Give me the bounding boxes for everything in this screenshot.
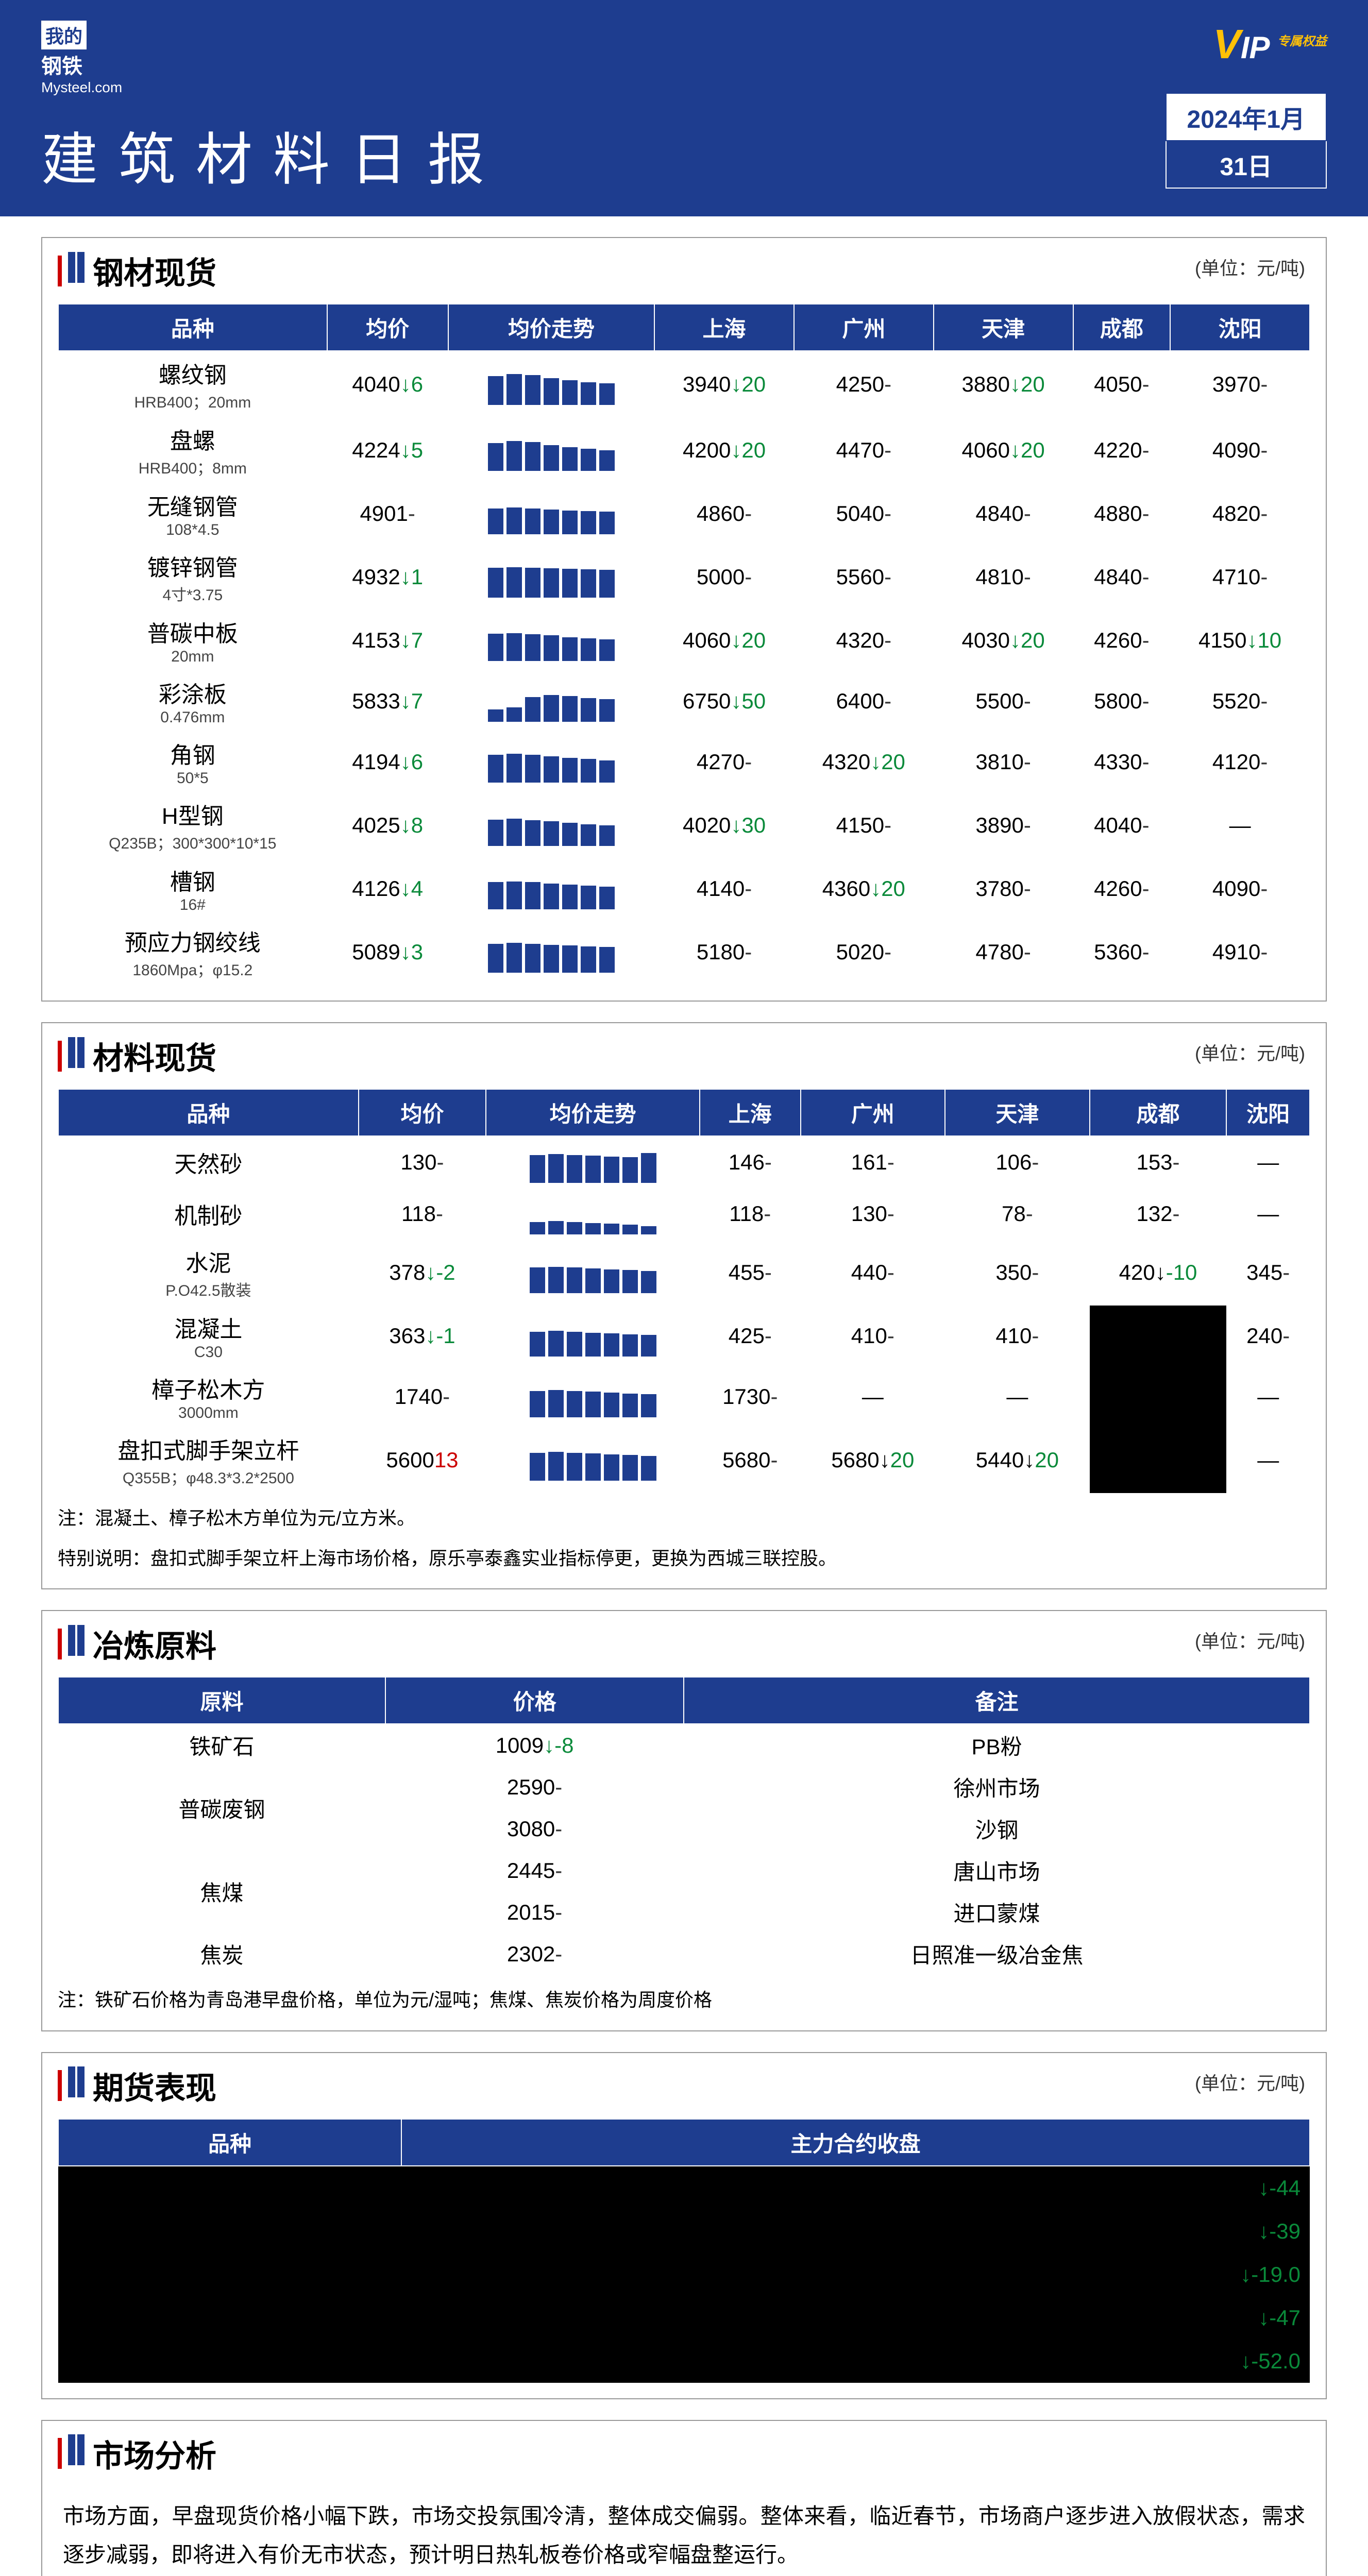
analysis-title: 市场分析: [93, 2431, 216, 2476]
futures-title: 期货表现: [93, 2063, 216, 2108]
materials-table: 品种均价均价走势上海广州天津成都沈阳 天然砂130-146-161-106-15…: [58, 1089, 1310, 1493]
table-row: 焦炭2302-日照准一级冶金焦: [58, 1933, 1310, 1975]
table-header: 成都: [1090, 1089, 1227, 1136]
section-title-steel: 钢材现货: [58, 248, 1310, 293]
materials-note2: 特别说明：盘扣式脚手架立杆上海市场价格，原乐亭泰鑫实业指标停更，更换为西城三联控…: [58, 1544, 1310, 1573]
table-row: 无缝钢管108*4.54901-4860-5040-4840-4880-4820…: [58, 483, 1310, 544]
section-steel: 钢材现货 (单位：元/吨) 品种均价均价走势上海广州天津成都沈阳 螺纹钢HRB4…: [41, 237, 1327, 1002]
table-row: 盘扣式脚手架立杆Q355B；φ48.3*3.2*25005600135680-5…: [58, 1427, 1310, 1493]
table-header: 沈阳: [1170, 304, 1310, 351]
smelting-note: 注：铁矿石价格为青岛港早盘价格，单位为元/湿吨；焦煤、焦炭价格为周度价格: [58, 1985, 1310, 2015]
section-title-smelting: 冶炼原料: [58, 1621, 1310, 1666]
materials-title: 材料现货: [93, 1033, 216, 1078]
smelting-title: 冶炼原料: [93, 1621, 216, 1666]
table-header: 品种: [58, 2119, 401, 2166]
table-row: ↓-52.0: [58, 2340, 1310, 2383]
section-title-analysis: 市场分析: [58, 2431, 1310, 2476]
table-row: 普碳废钢2590-徐州市场: [58, 1766, 1310, 1808]
report-title: 建筑材料日报: [41, 113, 1327, 196]
section-smelting: 冶炼原料 (单位：元/吨) 原料价格备注 铁矿石1009↓-8PB粉普碳废钢25…: [41, 1610, 1327, 2031]
table-header: 均价走势: [448, 304, 654, 351]
table-row: 机制砂118-118-130-78-132-—: [58, 1188, 1310, 1240]
table-row: 槽钢16#4126↓44140-4360↓203780-4260-4090-: [58, 858, 1310, 919]
table-row: ↓-19.0: [58, 2253, 1310, 2296]
table-header: 上海: [654, 304, 794, 351]
table-header: 均价走势: [486, 1089, 700, 1136]
section-title-materials: 材料现货: [58, 1033, 1310, 1078]
date-day: 31日: [1166, 141, 1327, 189]
section-futures: 期货表现 (单位：元/吨) 品种主力合约收盘 ↓-44↓-39↓-19.0↓-4…: [41, 2052, 1327, 2399]
table-header: 成都: [1073, 304, 1171, 351]
logo: 我的 钢铁 Mysteel.com: [41, 21, 122, 96]
table-header: 备注: [684, 1677, 1310, 1724]
smelting-unit: (单位：元/吨): [1195, 1626, 1305, 1653]
table-row: 混凝土C30363↓-1425-410-410-240-: [58, 1306, 1310, 1366]
logo-main: 钢铁: [41, 55, 82, 78]
date-year-month: 2024年1月: [1166, 93, 1327, 141]
table-row: 螺纹钢HRB400；20mm4040↓63940↓204250-3880↓204…: [58, 351, 1310, 417]
futures-table: 品种主力合约收盘 ↓-44↓-39↓-19.0↓-47↓-52.0: [58, 2119, 1310, 2383]
section-title-futures: 期货表现: [58, 2063, 1310, 2108]
logo-top: 我的: [41, 21, 87, 49]
smelting-table: 原料价格备注 铁矿石1009↓-8PB粉普碳废钢2590-徐州市场3080-沙钢…: [58, 1676, 1310, 1975]
table-header: 品种: [58, 304, 327, 351]
report-header: 我的 钢铁 Mysteel.com VIP 专属权益 2024年1月 31日 建…: [0, 0, 1368, 216]
table-header: 均价: [327, 304, 448, 351]
date-box: 2024年1月 31日: [1166, 93, 1327, 189]
analysis-text: 市场方面，早盘现货价格小幅下跌，市场交投氛围冷清，整体成交偏弱。整体来看，临近春…: [58, 2486, 1310, 2576]
table-header: 品种: [58, 1089, 359, 1136]
vip-ip: IP: [1241, 30, 1269, 65]
vip-badge: VIP 专属权益: [1213, 21, 1327, 68]
logo-domain: Mysteel.com: [41, 79, 122, 96]
table-header: 主力合约收盘: [401, 2119, 1310, 2166]
table-row: 彩涂板0.476mm5833↓76750↓506400-5500-5800-55…: [58, 671, 1310, 732]
steel-unit: (单位：元/吨): [1195, 253, 1305, 280]
table-row: ↓-39: [58, 2210, 1310, 2253]
table-row: ↓-44: [58, 2166, 1310, 2210]
table-row: 樟子松木方3000mm1740-1730-———: [58, 1366, 1310, 1427]
section-materials: 材料现货 (单位：元/吨) 品种均价均价走势上海广州天津成都沈阳 天然砂130-…: [41, 1022, 1327, 1589]
table-row: ↓-47: [58, 2296, 1310, 2340]
content: 钢材现货 (单位：元/吨) 品种均价均价走势上海广州天津成都沈阳 螺纹钢HRB4…: [0, 216, 1368, 2576]
table-header: 均价: [359, 1089, 486, 1136]
vip-sub: 专属权益: [1277, 31, 1327, 49]
materials-note1: 注：混凝土、樟子松木方单位为元/立方米。: [58, 1503, 1310, 1533]
table-header: 原料: [58, 1677, 385, 1724]
steel-table: 品种均价均价走势上海广州天津成都沈阳 螺纹钢HRB400；20mm4040↓63…: [58, 303, 1310, 985]
vip-v: V: [1213, 21, 1241, 67]
section-analysis: 市场分析 市场方面，早盘现货价格小幅下跌，市场交投氛围冷清，整体成交偏弱。整体来…: [41, 2420, 1327, 2576]
steel-title: 钢材现货: [93, 248, 216, 293]
table-row: 普碳中板20mm4153↓74060↓204320-4030↓204260-41…: [58, 610, 1310, 671]
materials-unit: (单位：元/吨): [1195, 1039, 1305, 1065]
table-row: 预应力钢绞线1860Mpa；φ15.25089↓35180-5020-4780-…: [58, 919, 1310, 985]
table-header: 价格: [385, 1677, 684, 1724]
futures-unit: (单位：元/吨): [1195, 2069, 1305, 2095]
table-row: 盘螺HRB400；8mm4224↓54200↓204470-4060↓20422…: [58, 417, 1310, 483]
table-header: 天津: [945, 1089, 1090, 1136]
table-header: 上海: [700, 1089, 800, 1136]
table-header: 天津: [934, 304, 1073, 351]
table-row: H型钢Q235B；300*300*10*154025↓84020↓304150-…: [58, 792, 1310, 858]
table-header: 沈阳: [1226, 1089, 1310, 1136]
table-row: 铁矿石1009↓-8PB粉: [58, 1724, 1310, 1766]
table-row: 镀锌钢管4寸*3.754932↓15000-5560-4810-4840-471…: [58, 544, 1310, 610]
table-row: 水泥P.O42.5散装378↓-2455-440-350-420↓-10345-: [58, 1240, 1310, 1306]
table-header: 广州: [801, 1089, 945, 1136]
table-row: 天然砂130-146-161-106-153-—: [58, 1136, 1310, 1188]
table-row: 角钢50*54194↓64270-4320↓203810-4330-4120-: [58, 732, 1310, 792]
table-row: 焦煤2445-唐山市场: [58, 1850, 1310, 1891]
table-header: 广州: [794, 304, 934, 351]
